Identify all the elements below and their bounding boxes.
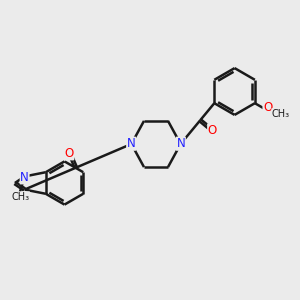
Text: N: N: [127, 137, 136, 150]
Text: O: O: [64, 147, 74, 160]
Text: O: O: [263, 101, 272, 114]
Text: CH₃: CH₃: [11, 192, 29, 202]
Text: N: N: [176, 137, 185, 150]
Text: N: N: [20, 171, 29, 184]
Text: CH₃: CH₃: [272, 109, 290, 119]
Text: O: O: [208, 124, 217, 137]
